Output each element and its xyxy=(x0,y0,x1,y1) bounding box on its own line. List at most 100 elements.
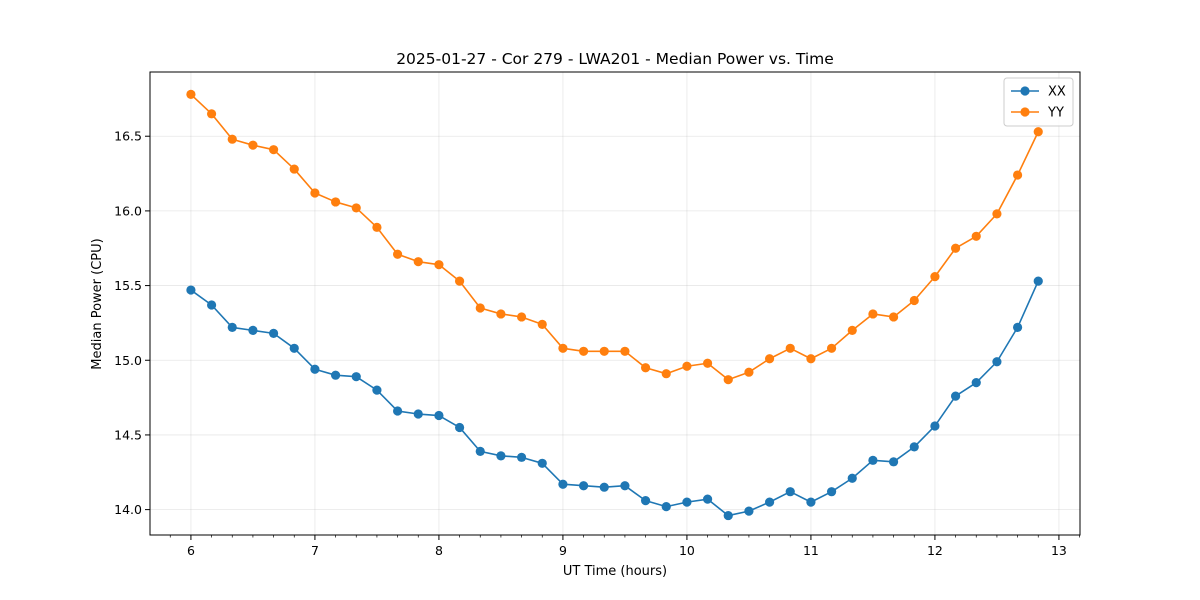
data-point-xx xyxy=(682,497,692,507)
data-point-yy xyxy=(268,145,279,155)
legend-label-xx: XX xyxy=(1048,85,1066,100)
data-point-xx xyxy=(847,473,857,483)
data-point-xx xyxy=(475,446,485,456)
data-point-yy xyxy=(992,209,1002,219)
data-point-yy xyxy=(454,276,465,286)
y-tick-label: 15.5 xyxy=(114,278,142,293)
data-point-yy xyxy=(971,231,981,241)
data-point-yy xyxy=(496,309,506,319)
data-point-yy xyxy=(661,369,671,379)
data-point-xx xyxy=(640,496,651,506)
data-point-yy xyxy=(806,354,816,364)
x-tick-label: 6 xyxy=(187,543,195,558)
data-point-yy xyxy=(785,343,795,353)
x-tick-label: 10 xyxy=(679,543,695,558)
data-point-yy xyxy=(640,363,651,373)
data-point-xx xyxy=(888,457,899,467)
plot-frame xyxy=(149,71,1081,536)
data-point-xx xyxy=(537,458,547,468)
data-point-xx xyxy=(971,378,981,388)
data-point-xx xyxy=(868,455,878,465)
legend-label-yy: YY xyxy=(1047,106,1064,121)
data-point-xx xyxy=(413,409,423,419)
data-point-yy xyxy=(1012,170,1023,180)
data-point-xx xyxy=(454,422,465,433)
data-point-yy xyxy=(578,346,589,356)
data-point-yy xyxy=(702,358,713,368)
data-point-xx xyxy=(909,442,919,452)
data-point-xx xyxy=(744,506,754,516)
y-tick-label: 14.5 xyxy=(114,427,142,442)
data-point-xx xyxy=(702,494,713,504)
data-point-xx xyxy=(330,370,341,380)
data-point-xx xyxy=(227,322,237,332)
data-point-xx xyxy=(206,300,217,310)
data-point-xx xyxy=(1033,276,1043,286)
series-yy xyxy=(186,89,1043,385)
data-point-yy xyxy=(413,257,423,267)
data-point-xx xyxy=(186,285,196,295)
data-point-yy xyxy=(599,346,609,356)
data-point-xx xyxy=(826,487,837,497)
data-point-xx xyxy=(351,372,361,382)
data-point-xx xyxy=(806,497,816,507)
data-point-yy xyxy=(558,343,568,353)
data-point-yy xyxy=(248,140,258,150)
data-point-xx xyxy=(599,482,609,492)
data-point-xx xyxy=(516,452,527,462)
data-point-xx xyxy=(268,328,279,338)
data-point-xx xyxy=(289,343,299,353)
chart-title: 2025-01-27 - Cor 279 - LWA201 - Median P… xyxy=(396,50,834,68)
data-point-xx xyxy=(950,391,961,401)
legend-marker-yy xyxy=(1020,107,1030,117)
data-point-xx xyxy=(372,385,382,395)
data-point-yy xyxy=(372,222,382,232)
y-tick-label: 14.0 xyxy=(114,502,142,517)
data-point-xx xyxy=(496,451,506,461)
data-point-yy xyxy=(351,203,361,213)
data-point-yy xyxy=(723,375,733,385)
legend: XX YY xyxy=(1003,77,1074,127)
data-point-yy xyxy=(186,89,196,100)
data-point-yy xyxy=(682,361,692,371)
data-point-yy xyxy=(310,188,320,198)
data-point-yy xyxy=(930,272,940,282)
data-point-yy xyxy=(826,343,837,353)
data-point-xx xyxy=(785,487,795,497)
data-point-xx xyxy=(992,357,1002,367)
x-tick-label: 12 xyxy=(927,543,943,558)
data-point-yy xyxy=(206,109,217,119)
data-point-yy xyxy=(537,319,547,330)
data-point-xx xyxy=(248,325,258,335)
data-point-xx xyxy=(578,481,589,491)
data-point-xx xyxy=(434,410,444,421)
data-point-yy xyxy=(744,367,754,377)
data-point-xx xyxy=(723,510,733,521)
x-tick-label: 9 xyxy=(559,543,567,558)
data-point-xx xyxy=(310,364,320,374)
x-tick-label: 7 xyxy=(311,543,319,558)
data-point-yy xyxy=(392,249,403,259)
data-point-yy xyxy=(868,309,878,319)
data-point-yy xyxy=(909,295,919,306)
data-point-xx xyxy=(1012,322,1023,332)
y-tick-label: 15.0 xyxy=(114,353,142,368)
data-point-yy xyxy=(434,260,444,270)
ticks-layer: 6 7 8 9 10 11 12 13 14.0 14.5 15.0 15.5 16.0 16.5 xyxy=(114,129,1080,558)
series-xx xyxy=(186,276,1043,521)
data-point-yy xyxy=(950,243,961,253)
y-tick-label: 16.0 xyxy=(114,203,142,218)
data-point-xx xyxy=(764,497,775,507)
legend-marker-xx xyxy=(1020,86,1030,96)
data-point-xx xyxy=(392,406,403,416)
data-point-xx xyxy=(661,502,671,512)
x-tick-label: 11 xyxy=(803,543,819,558)
data-point-xx xyxy=(620,481,630,491)
x-tick-label: 8 xyxy=(435,543,443,558)
x-tick-label: 13 xyxy=(1051,543,1067,558)
data-point-yy xyxy=(330,197,341,207)
data-point-yy xyxy=(289,164,299,174)
data-point-yy xyxy=(764,354,775,364)
